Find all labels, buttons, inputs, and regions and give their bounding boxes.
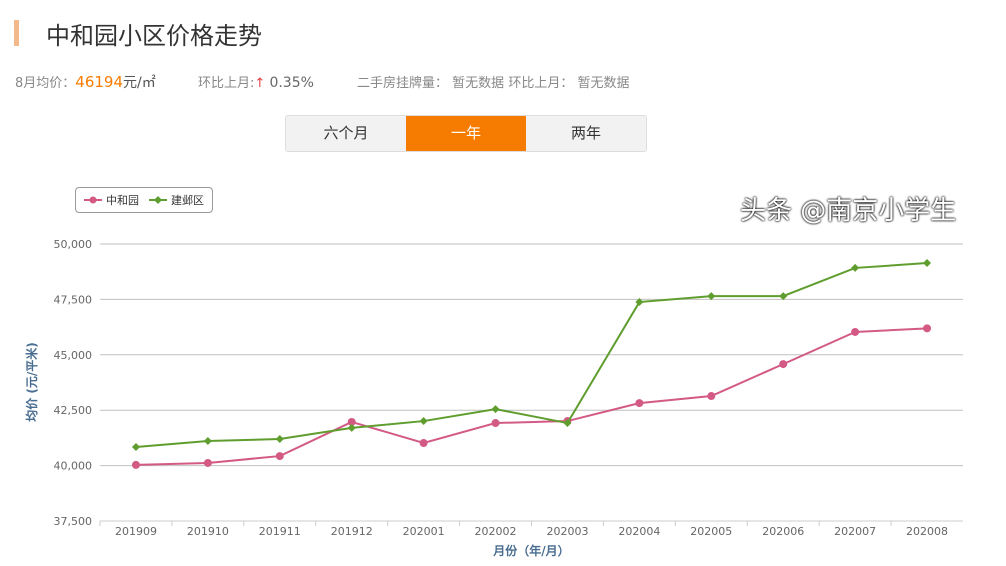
x-tick-label: 202004 (618, 525, 660, 538)
up-arrow-icon: ↑ (254, 76, 266, 91)
mom-label: 环比上月: (198, 76, 255, 91)
mom-change: 环比上月:↑ 0.35% (198, 72, 314, 91)
x-tick-label: 201909 (115, 525, 157, 538)
y-axis-title: 均价 (元/平米) (24, 342, 39, 422)
data-point (131, 460, 140, 469)
page-title: 中和园小区价格走势 (46, 22, 262, 50)
x-tick-label: 202008 (906, 525, 948, 538)
data-point (419, 438, 428, 447)
listing-label: 二手房挂牌量： (357, 76, 449, 91)
y-tick-label: 45,000 (54, 349, 93, 362)
listing-mom-value: 暂无数据 (577, 76, 630, 91)
y-tick-label: 37,500 (54, 515, 93, 528)
y-tick-label: 47,500 (54, 293, 93, 306)
legend-label: 中和园 (106, 194, 139, 207)
listing-value: 暂无数据 (452, 76, 505, 91)
data-point (203, 437, 212, 446)
x-tick-label: 202002 (475, 525, 517, 538)
data-point (347, 417, 356, 426)
data-point (491, 419, 500, 428)
x-tick-label: 202005 (690, 525, 732, 538)
data-point (563, 419, 572, 428)
x-axis-title: 月份（年/月） (492, 543, 569, 558)
watermark: 头条 @南京小学生 (740, 196, 957, 226)
data-point (779, 360, 788, 369)
data-point (635, 298, 644, 307)
chart-legend: 中和园 建邺区 (75, 187, 213, 213)
avg-value: 46194 (75, 73, 123, 91)
data-point (707, 292, 716, 301)
data-point (491, 405, 500, 414)
legend-item-series1[interactable]: 中和园 (84, 192, 139, 208)
y-tick-label: 40,000 (54, 460, 93, 473)
avg-unit: 元/㎡ (123, 75, 156, 91)
data-point (203, 458, 212, 467)
data-point (275, 435, 284, 444)
series-line (135, 262, 928, 448)
data-point (347, 423, 356, 432)
data-point (707, 392, 716, 401)
listing-mom-label: 环比上月： (508, 76, 574, 91)
legend-item-series2[interactable]: 建邺区 (149, 192, 204, 208)
x-tick-label: 202001 (403, 525, 445, 538)
data-point (851, 263, 860, 272)
data-point (923, 259, 932, 268)
y-tick-label: 50,000 (54, 238, 93, 251)
data-point (779, 292, 788, 301)
x-tick-label: 201911 (259, 525, 301, 538)
period-tabs: 六个月 一年 两年 (285, 115, 647, 152)
x-tick-label: 201912 (331, 525, 373, 538)
data-point (131, 442, 140, 451)
data-point (851, 327, 860, 336)
data-point (419, 417, 428, 426)
x-tick-label: 201910 (187, 525, 229, 538)
tab-two-years[interactable]: 两年 (526, 116, 646, 151)
data-point (275, 452, 284, 461)
y-tick-label: 42,500 (54, 404, 93, 417)
legend-label: 建邺区 (171, 194, 204, 207)
x-tick-label: 202007 (834, 525, 876, 538)
tab-one-year[interactable]: 一年 (406, 116, 526, 151)
series-line (135, 327, 928, 466)
listing-info: 二手房挂牌量： 暂无数据 环比上月： 暂无数据 (357, 72, 629, 91)
x-tick-label: 202006 (762, 525, 804, 538)
data-point (635, 399, 644, 408)
tab-six-months[interactable]: 六个月 (286, 116, 406, 151)
avg-price: 8月均价：46194元/㎡ (15, 72, 156, 92)
avg-label: 8月均价： (15, 76, 76, 91)
mom-value: 0.35% (269, 75, 314, 91)
x-tick-label: 202003 (546, 525, 588, 538)
title-accent-bar (14, 20, 19, 46)
data-point (923, 324, 932, 333)
